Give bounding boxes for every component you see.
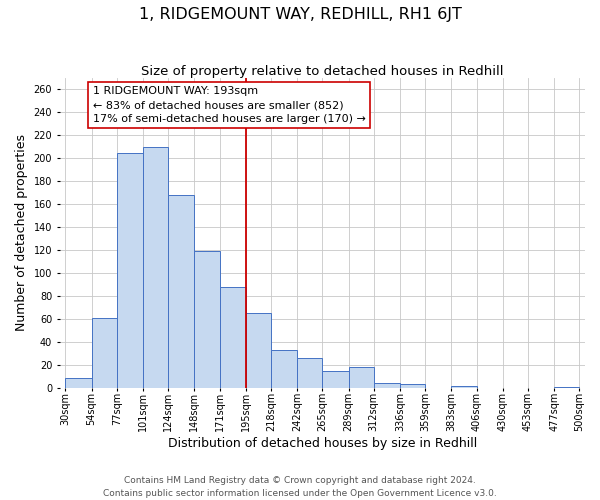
Bar — [322, 370, 349, 388]
Title: Size of property relative to detached houses in Redhill: Size of property relative to detached ho… — [141, 65, 503, 78]
X-axis label: Distribution of detached houses by size in Redhill: Distribution of detached houses by size … — [168, 437, 477, 450]
Text: 1 RIDGEMOUNT WAY: 193sqm
← 83% of detached houses are smaller (852)
17% of semi-: 1 RIDGEMOUNT WAY: 193sqm ← 83% of detach… — [92, 86, 365, 124]
Bar — [92, 318, 116, 388]
Bar — [451, 386, 476, 388]
Bar — [143, 147, 168, 388]
Bar — [220, 287, 246, 388]
Bar — [349, 367, 374, 388]
Bar — [246, 314, 271, 388]
Bar — [400, 384, 425, 388]
Bar — [374, 384, 400, 388]
Text: Contains HM Land Registry data © Crown copyright and database right 2024.
Contai: Contains HM Land Registry data © Crown c… — [103, 476, 497, 498]
Bar — [194, 252, 220, 388]
Bar — [65, 378, 92, 388]
Bar — [297, 358, 322, 388]
Bar — [116, 152, 143, 388]
Text: 1, RIDGEMOUNT WAY, REDHILL, RH1 6JT: 1, RIDGEMOUNT WAY, REDHILL, RH1 6JT — [139, 8, 461, 22]
Bar — [271, 350, 297, 388]
Bar — [168, 195, 194, 388]
Bar — [554, 387, 580, 388]
Y-axis label: Number of detached properties: Number of detached properties — [15, 134, 28, 332]
